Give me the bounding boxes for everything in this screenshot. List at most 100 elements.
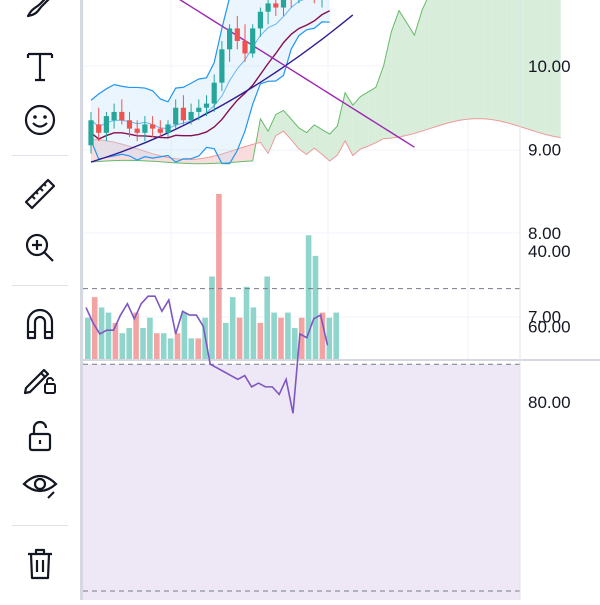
volume-bar	[140, 328, 146, 359]
candle-body	[280, 0, 287, 8]
volume-bar	[154, 333, 160, 359]
magnet-icon	[26, 308, 54, 340]
text-tool[interactable]	[18, 44, 62, 88]
cloud-segment	[499, 0, 507, 123]
cloud-segment	[322, 129, 330, 161]
cloud-segment	[183, 159, 192, 164]
cloud-segment	[191, 158, 199, 164]
price-tick-label: 8.00	[528, 224, 561, 243]
candle-body	[273, 3, 279, 8]
candle-body	[88, 120, 94, 146]
cloud-segment	[452, 0, 461, 122]
candle-body	[180, 107, 186, 121]
cloud-segment	[283, 110, 292, 140]
chart-canvas[interactable]: 10.00 9.00 8.00 7.00 80.00 60.00 40.00	[82, 0, 600, 600]
measure-tool[interactable]	[18, 172, 62, 216]
cloud-segment	[537, 0, 546, 135]
visibility-tool[interactable]	[18, 462, 62, 506]
delete-tool[interactable]	[18, 542, 62, 586]
candle	[250, 24, 256, 58]
candle-body	[234, 28, 240, 41]
cloud-segment	[391, 10, 399, 139]
oscillator-pane[interactable]	[83, 288, 520, 600]
cloud-segment	[245, 144, 253, 162]
cloud-segment	[514, 0, 523, 128]
oscillator-line	[85, 295, 329, 414]
cloud-segment	[221, 151, 230, 163]
cloud-span-b	[90, 118, 561, 162]
volume-bar	[305, 235, 312, 359]
candle	[134, 120, 140, 142]
candle-body	[134, 128, 140, 133]
zoom-tool[interactable]	[18, 226, 62, 270]
eye-icon	[22, 474, 58, 499]
toolbar-border	[80, 0, 83, 600]
candle-body	[173, 107, 179, 125]
volume-bar	[250, 307, 257, 359]
chart-area[interactable]: 10.00 9.00 8.00 7.00 80.00 60.00 40.00	[82, 0, 600, 600]
volume-bar	[160, 333, 167, 359]
volume-bar	[223, 322, 229, 359]
magnet-tool[interactable]	[18, 302, 62, 346]
volume-bar	[298, 317, 305, 359]
bollinger-fill	[91, 0, 330, 164]
candle-body	[188, 111, 194, 121]
candle-body	[203, 103, 210, 108]
lock-tool[interactable]	[18, 414, 62, 458]
volume-bar	[91, 297, 98, 359]
cloud-segment	[422, 0, 430, 132]
toolbar-divider	[12, 155, 68, 156]
cloud-span-a	[90, 0, 428, 165]
cloud-segment	[329, 126, 338, 161]
toolbar-divider	[12, 525, 68, 526]
candle-body	[111, 111, 117, 121]
oscillator-tick-label: 80.00	[528, 393, 571, 412]
price-pane[interactable]	[85, 0, 561, 359]
candle	[188, 103, 194, 125]
candle-body	[157, 128, 163, 133]
volume-bar	[188, 338, 195, 359]
price-axis[interactable]: 10.00 9.00 8.00 7.00 80.00 60.00 40.00	[519, 0, 571, 600]
cloud-segment	[483, 0, 492, 120]
volume-bar	[285, 312, 291, 359]
oscillator-guides	[83, 288, 520, 592]
candle-body	[242, 40, 248, 54]
cloud-segment	[429, 0, 438, 129]
volume-bar	[105, 312, 112, 359]
candle	[227, 24, 233, 62]
volume-bar	[271, 312, 277, 359]
cloud-segment	[352, 96, 361, 156]
candle	[273, 0, 279, 16]
volume-bar	[333, 312, 339, 359]
volume-bar	[174, 333, 181, 359]
volume-bar	[133, 312, 139, 359]
cloud-segment	[545, 0, 553, 137]
cloud-segment	[360, 91, 369, 149]
candle-body	[257, 11, 263, 29]
oscillator-tick-label: 40.00	[528, 242, 571, 261]
cloud-segment	[314, 124, 322, 155]
volume-bar	[126, 328, 132, 359]
candle	[280, 0, 287, 16]
pencil-lock-icon	[23, 368, 56, 395]
cloud-segment	[144, 151, 153, 162]
candle	[196, 99, 202, 121]
volume-bar	[167, 338, 174, 359]
cloud-segment	[368, 87, 376, 147]
unlock-icon	[28, 420, 52, 452]
cloud-segment	[268, 114, 276, 154]
candle-body	[250, 28, 256, 54]
candle	[257, 7, 263, 37]
volume-bar	[119, 333, 126, 359]
emoji-tool[interactable]	[18, 98, 62, 142]
candle-body	[165, 124, 171, 133]
brush-tool[interactable]	[18, 0, 62, 28]
ma-mid-line	[179, 0, 415, 148]
candle-body	[119, 111, 125, 121]
candle	[165, 120, 171, 137]
lock-drawings-tool[interactable]	[18, 356, 62, 400]
volume-bar	[216, 194, 222, 359]
ruler-icon	[24, 178, 56, 210]
cloud-segment	[345, 92, 353, 156]
candle-body	[142, 124, 148, 133]
